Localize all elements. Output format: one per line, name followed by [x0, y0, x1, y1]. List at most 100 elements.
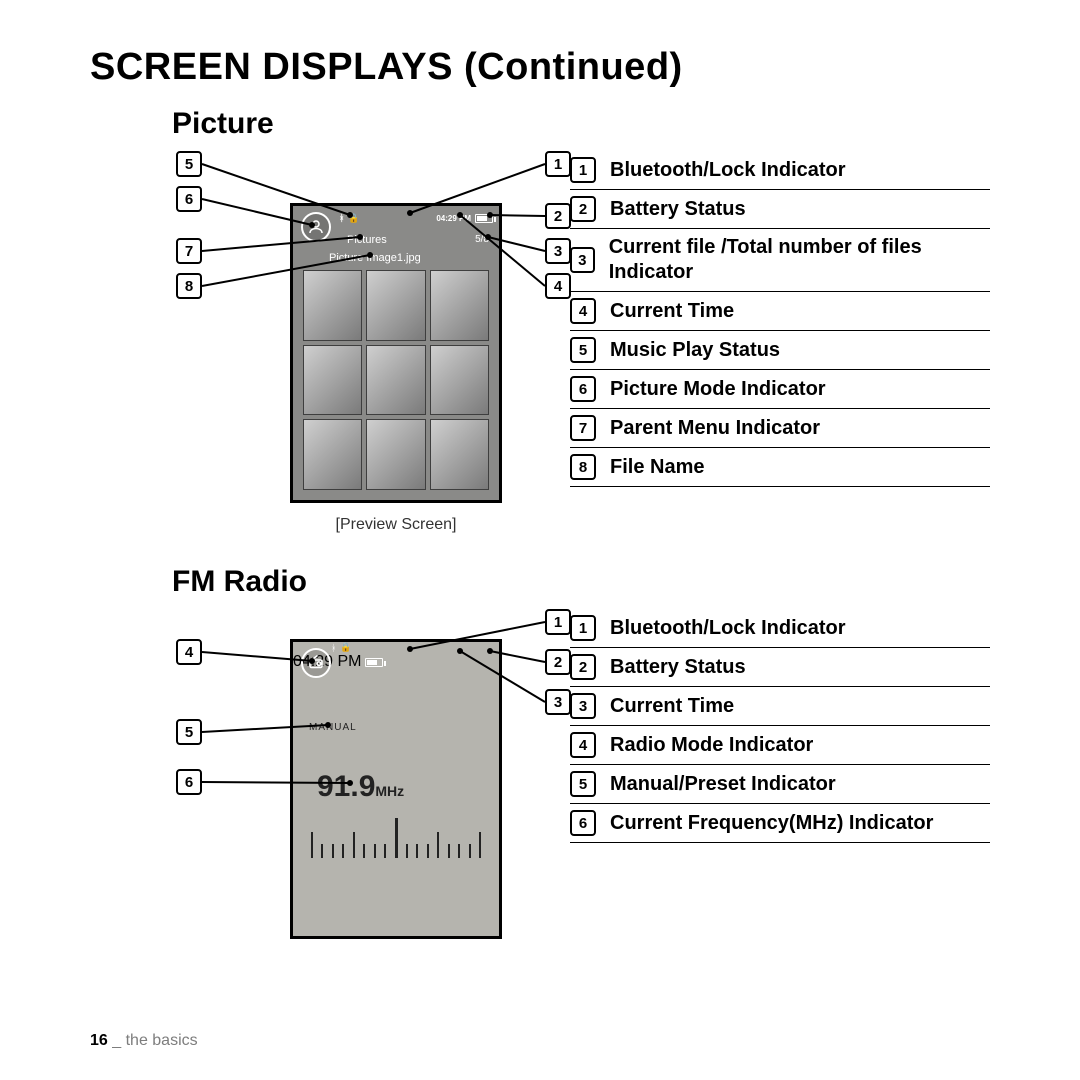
bluetooth-icon: ᚼ — [339, 213, 344, 223]
legend-number: 2 — [570, 654, 596, 680]
manual-page: SCREEN DISPLAYS (Continued) Picture ᚼ 🔒 … — [0, 0, 1080, 1080]
battery-icon — [365, 658, 383, 667]
picture-diagram: ᚼ 🔒 04:29 PM Pictures 5/8 Picture Image1… — [90, 151, 570, 551]
thumbnail — [430, 270, 489, 341]
callout-number: 8 — [176, 273, 202, 299]
legend-row: 5 Music Play Status — [570, 331, 990, 370]
radio-mode-icon — [301, 648, 331, 678]
legend-row: 1 Bluetooth/Lock Indicator — [570, 609, 990, 648]
legend-row: 1 Bluetooth/Lock Indicator — [570, 151, 990, 190]
legend-row: 5 Manual/Preset Indicator — [570, 765, 990, 804]
legend-label: Bluetooth/Lock Indicator — [610, 616, 846, 641]
legend-label: Current Time — [610, 694, 734, 719]
callout-number: 6 — [176, 186, 202, 212]
battery-icon — [475, 214, 493, 223]
callout-number: 2 — [545, 649, 571, 675]
legend-label: Current Frequency(MHz) Indicator — [610, 811, 933, 836]
footer-sep: _ — [108, 1032, 126, 1049]
legend-row: 3 Current Time — [570, 687, 990, 726]
legend-number: 1 — [570, 615, 596, 641]
parent-menu-label: Pictures — [347, 234, 387, 246]
legend-number: 1 — [570, 157, 596, 183]
legend-number: 6 — [570, 376, 596, 402]
callout-number: 5 — [176, 719, 202, 745]
lock-icon: 🔒 — [348, 213, 359, 224]
legend-row: 7 Parent Menu Indicator — [570, 409, 990, 448]
callout-number: 3 — [545, 689, 571, 715]
picture-device-screen: ᚼ 🔒 04:29 PM Pictures 5/8 Picture Image1… — [290, 203, 502, 503]
legend-row: 6 Picture Mode Indicator — [570, 370, 990, 409]
picture-caption: [Preview Screen] — [290, 516, 502, 534]
callout-number: 4 — [176, 639, 202, 665]
radio-device-screen: ᚼ 🔒 04:29 PM MANUAL 91.9MHz — [290, 639, 502, 939]
legend-number: 3 — [570, 693, 596, 719]
legend-number: 2 — [570, 196, 596, 222]
legend-row: 2 Battery Status — [570, 190, 990, 229]
legend-row: 4 Current Time — [570, 292, 990, 331]
legend-row: 6 Current Frequency(MHz) Indicator — [570, 804, 990, 843]
manual-preset-label: MANUAL — [309, 722, 357, 733]
legend-label: Battery Status — [610, 655, 746, 680]
radio-section: ᚼ 🔒 04:29 PM MANUAL 91.9MHz 4 5 6 1 2 3 1 Blue… — [90, 609, 990, 954]
legend-number: 5 — [570, 337, 596, 363]
picture-heading: Picture — [172, 107, 990, 141]
frequency-unit: MHz — [375, 783, 404, 799]
tuning-scale — [311, 818, 481, 858]
thumbnail — [430, 345, 489, 416]
radio-heading: FM Radio — [172, 565, 990, 599]
callout-number: 4 — [545, 273, 571, 299]
frequency-readout: 91.9MHz — [317, 770, 404, 804]
footer-page-number: 16 — [90, 1032, 108, 1049]
callout-number: 3 — [545, 238, 571, 264]
picture-section: ᚼ 🔒 04:29 PM Pictures 5/8 Picture Image1… — [90, 151, 990, 551]
thumbnail — [366, 270, 425, 341]
thumbnail-grid — [303, 270, 489, 490]
legend-label: Parent Menu Indicator — [610, 416, 820, 441]
legend-label: File Name — [610, 455, 704, 480]
radio-legend: 1 Bluetooth/Lock Indicator 2 Battery Status… — [570, 609, 990, 843]
lock-icon: 🔒 — [340, 642, 351, 653]
footer-section-name: the basics — [126, 1032, 198, 1049]
thumbnail — [303, 419, 362, 490]
legend-number: 4 — [570, 298, 596, 324]
legend-label: Bluetooth/Lock Indicator — [610, 158, 846, 183]
callout-number: 1 — [545, 151, 571, 177]
legend-row: 8 File Name — [570, 448, 990, 487]
radio-diagram: ᚼ 🔒 04:29 PM MANUAL 91.9MHz 4 5 6 1 2 3 — [90, 609, 570, 954]
callout-number: 2 — [545, 203, 571, 229]
file-name-label: Picture Image1.jpg — [329, 252, 421, 264]
legend-number: 4 — [570, 732, 596, 758]
callout-number: 6 — [176, 769, 202, 795]
legend-label: Music Play Status — [610, 338, 780, 363]
legend-label: Battery Status — [610, 197, 746, 222]
callout-number: 1 — [545, 609, 571, 635]
legend-number: 5 — [570, 771, 596, 797]
legend-number: 7 — [570, 415, 596, 441]
thumbnail — [303, 345, 362, 416]
thumbnail — [303, 270, 362, 341]
page-title: SCREEN DISPLAYS (Continued) — [90, 46, 990, 89]
thumbnail — [366, 345, 425, 416]
legend-label: Current Time — [610, 299, 734, 324]
picture-legend: 1 Bluetooth/Lock Indicator 2 Battery Status… — [570, 151, 990, 487]
status-bar: ᚼ 🔒 04:29 PM — [301, 210, 493, 226]
frequency-value: 91.9 — [317, 770, 375, 803]
thumbnail — [366, 419, 425, 490]
callout-number: 7 — [176, 238, 202, 264]
file-count: 5/8 — [475, 234, 489, 245]
current-time: 04:29 PM — [436, 214, 471, 223]
thumbnail — [430, 419, 489, 490]
legend-label: Picture Mode Indicator — [610, 377, 826, 402]
legend-label: Manual/Preset Indicator — [610, 772, 836, 797]
callout-number: 5 — [176, 151, 202, 177]
legend-number: 3 — [570, 247, 595, 273]
legend-label: Current file /Total number of files Indi… — [609, 235, 988, 285]
legend-number: 8 — [570, 454, 596, 480]
legend-row: 2 Battery Status — [570, 648, 990, 687]
legend-number: 6 — [570, 810, 596, 836]
bluetooth-icon: ᚼ — [331, 643, 336, 653]
legend-row: 4 Radio Mode Indicator — [570, 726, 990, 765]
legend-label: Radio Mode Indicator — [610, 733, 813, 758]
legend-row: 3 Current file /Total number of files Ind… — [570, 229, 990, 292]
page-footer: 16 _ the basics — [90, 1032, 198, 1050]
